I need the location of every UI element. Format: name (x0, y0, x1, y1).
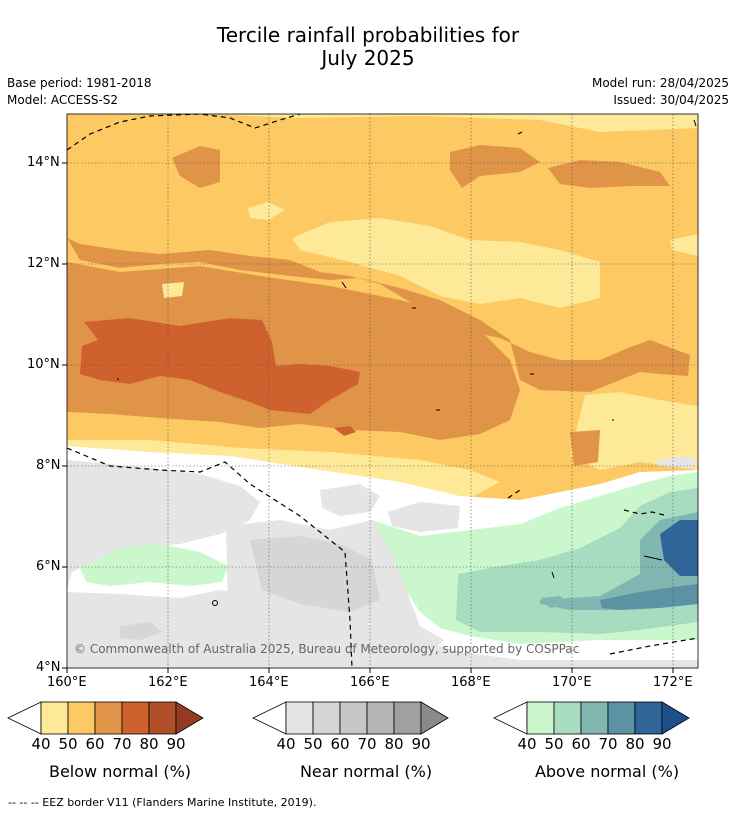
model-name: Model: ACCESS-S2 (7, 93, 119, 107)
colorbar-segment (148, 701, 177, 735)
colorbar-tick-label: 90 (652, 735, 672, 753)
eez-footnote: -- -- -- EEZ border V11 (Flanders Marine… (8, 796, 317, 809)
lat-label-8n: 8°N (36, 458, 61, 473)
lon-label-166e: 166°E (350, 675, 390, 690)
colorbar-segment (40, 701, 69, 735)
colorbar-extend-low (493, 701, 528, 735)
lat-label-12n: 12°N (27, 256, 60, 271)
issued-date: Issued: 30/04/2025 (613, 93, 729, 107)
colorbar-tick-label: 50 (303, 735, 323, 753)
colorbar-segment (553, 701, 582, 735)
lon-label-172e: 172°E (653, 675, 693, 690)
colorbar-segment (67, 701, 96, 735)
islands (117, 119, 697, 606)
colorbar-tick-label: 90 (411, 735, 431, 753)
below-normal-label: Below normal (%) (48, 762, 192, 781)
colorbar-tick-label: 70 (598, 735, 618, 753)
colorbar-segment (366, 701, 395, 735)
colorbars (7, 701, 690, 735)
colorbar-segment (121, 701, 150, 735)
colorbar-segment (285, 701, 314, 735)
lat-label-10n: 10°N (27, 357, 60, 372)
colorbar-segment (580, 701, 609, 735)
lon-label-164e: 164°E (249, 675, 289, 690)
lon-label-168e: 168°E (451, 675, 491, 690)
lon-label-162e: 162°E (148, 675, 188, 690)
lon-label-170e: 170°E (552, 675, 592, 690)
below-normal-colorbar (7, 701, 204, 735)
colorbar-extend-high (661, 701, 690, 735)
colorbar-tick-label: 40 (517, 735, 537, 753)
colorbar-tick-label: 40 (31, 735, 51, 753)
colorbar-extend-high (175, 701, 204, 735)
colorbar-segment (312, 701, 341, 735)
above-normal-label: Above normal (%) (534, 762, 680, 781)
colorbar-tick-label: 60 (330, 735, 350, 753)
axis-ticks (62, 162, 674, 673)
colorbar-segment (607, 701, 636, 735)
near-normal-colorbar (252, 701, 449, 735)
above-normal-colorbar (493, 701, 690, 735)
colorbar-extend-low (7, 701, 42, 735)
copyright-text: © Commonwealth of Australia 2025, Bureau… (74, 642, 579, 656)
colorbar-segment (393, 701, 422, 735)
colorbar-tick-label: 80 (139, 735, 159, 753)
colorbar-segment (94, 701, 123, 735)
colorbar-extend-high (420, 701, 449, 735)
gridlines (67, 114, 698, 668)
colorbar-tick-label: 60 (85, 735, 105, 753)
colorbar-tick-label: 90 (166, 735, 186, 753)
colorbar-segment (339, 701, 368, 735)
eez-border (67, 114, 698, 668)
map-title-line-1: Tercile rainfall probabilities for (216, 23, 520, 47)
colorbar-tick-label: 40 (276, 735, 296, 753)
near-normal-label: Near normal (%) (299, 762, 433, 781)
colorbar-tick-label: 80 (625, 735, 645, 753)
base-period: Base period: 1981-2018 (7, 76, 152, 90)
colorbar-tick-label: 50 (58, 735, 78, 753)
colorbar-extend-low (252, 701, 287, 735)
lat-label-4n: 4°N (36, 660, 61, 675)
lat-label-14n: 14°N (27, 155, 60, 170)
colorbar-tick-label: 50 (544, 735, 564, 753)
colorbar-segment (526, 701, 555, 735)
lat-label-6n: 6°N (36, 559, 61, 574)
probability-field: © Commonwealth of Australia 2025, Bureau… (67, 114, 698, 668)
lon-label-160e: 160°E (47, 675, 87, 690)
colorbar-segment (634, 701, 663, 735)
colorbar-tick-label: 70 (112, 735, 132, 753)
model-run: Model run: 28/04/2025 (591, 76, 729, 90)
map-title-line-2: July 2025 (321, 46, 415, 70)
map-frame (66, 113, 699, 669)
colorbar-tick-label: 70 (357, 735, 377, 753)
colorbar-tick-label: 80 (384, 735, 404, 753)
map-area: © Commonwealth of Australia 2025, Bureau… (62, 113, 699, 673)
colorbar-tick-label: 60 (571, 735, 591, 753)
